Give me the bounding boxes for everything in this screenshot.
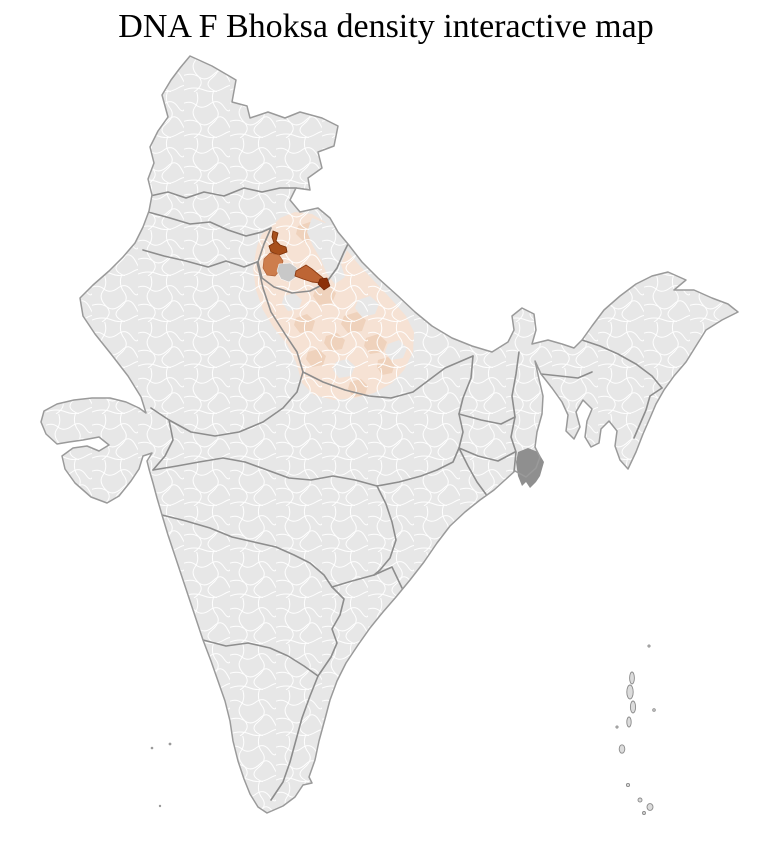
coastline <box>40 55 739 814</box>
andaman-nicobar-islands <box>615 644 656 815</box>
lakshadweep-islands <box>150 742 172 808</box>
page-title: DNA F Bhoksa density interactive map <box>118 8 654 45</box>
highlight-east-tip[interactable] <box>317 277 331 291</box>
india-landmass <box>41 56 738 813</box>
highlighted-districts <box>262 230 331 291</box>
state-borders <box>142 187 663 801</box>
highlight-vertical-strip[interactable] <box>268 230 288 256</box>
delta-patch <box>516 448 544 488</box>
neutral-dark-district[interactable] <box>276 262 298 283</box>
